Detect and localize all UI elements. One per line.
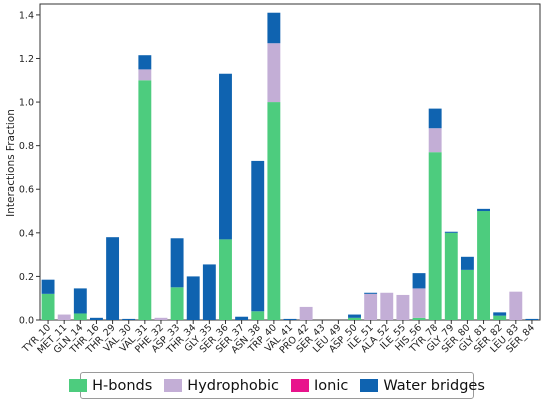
legend-swatch-hydrophobic [164, 379, 183, 392]
bar-segment-water-bridges-ile_51 [364, 292, 378, 294]
bar-segment-water-bridges-trp_40 [267, 12, 281, 44]
y-tick-label: 1.2 [19, 54, 34, 65]
legend-label: Hydrophobic [187, 377, 279, 394]
bar-segment-water-bridges-asp_33 [170, 238, 184, 288]
bar-segment-hydrophobic-tyr_78 [428, 128, 442, 153]
bar-segment-water-bridges-val_41 [283, 318, 297, 320]
legend-label: Ionic [313, 377, 349, 394]
bar-segment-h-bonds-tyr_10 [41, 293, 55, 320]
y-tick-label: 0.4 [19, 228, 34, 239]
y-axis-title: Interactions Fraction [5, 109, 17, 217]
bar-segment-water-bridges-gly_81 [477, 208, 490, 212]
bar-segment-hydrophobic-ile_55 [396, 294, 410, 320]
bar-segment-water-bridges-gly_79 [444, 231, 458, 233]
bar-segment-hydrophobic-val_31 [138, 69, 152, 81]
bar-segment-water-bridges-ser_84 [525, 318, 539, 320]
bar-segment-water-bridges-ser_80 [460, 256, 474, 270]
y-tick-label: 1.4 [19, 10, 34, 21]
bar-segment-water-bridges-asn_38 [251, 160, 265, 312]
stacked-bar-chart: 0.0 0.2 0.4 0.6 0.8 1.0 1.2 1.4 TYR_10MET_11GLN… [5, 3, 541, 357]
bar-segment-h-bonds-gly_81 [477, 211, 490, 320]
bar-segment-h-bonds-tyr_78 [428, 152, 442, 320]
x-axis: TYR_10MET_11GLN_14THR_16THR_29VAL_30VAL_… [20, 320, 537, 357]
bar-segment-hydrophobic-leu_83 [509, 291, 523, 320]
bar-segment-water-bridges-his_56 [412, 273, 426, 289]
bar-segment-water-bridges-gln_14 [73, 288, 87, 314]
bar-segment-h-bonds-asp_33 [170, 287, 184, 320]
bar-segment-h-bonds-ser_36 [219, 239, 232, 320]
legend-item-water-bridges: Water bridges [360, 378, 485, 394]
legend-item-h-bonds: H-bonds [69, 378, 152, 394]
bar-segment-h-bonds-ser_80 [460, 269, 474, 320]
bar-segment-h-bonds-his_56 [412, 317, 426, 320]
bar-segment-hydrophobic-trp_40 [267, 43, 281, 103]
bar-segment-h-bonds-gly_79 [444, 232, 458, 320]
y-tick-label: 0.0 [19, 316, 34, 327]
bar-segment-water-bridges-tyr_10 [41, 279, 55, 294]
bar-segment-h-bonds-trp_40 [267, 102, 281, 320]
legend-swatch-h-bonds [69, 379, 88, 392]
bar-segment-water-bridges-ser_82 [493, 312, 507, 316]
y-tick-label: 0.8 [19, 141, 34, 152]
bar-segment-h-bonds-gln_14 [73, 313, 87, 320]
bar-segment-hydrophobic-pro_42 [299, 306, 313, 320]
bar-segment-h-bonds-asn_38 [251, 311, 265, 320]
legend-item-ionic: Ionic [290, 377, 349, 394]
bar-segment-h-bonds-ser_82 [493, 315, 507, 320]
bar-segment-water-bridges-val_31 [138, 55, 152, 70]
bar-segment-hydrophobic-met_11 [57, 314, 71, 320]
legend: H-bonds Hydrophobic Ionic Water bridges [69, 372, 485, 399]
bar-segment-water-bridges-asp_50 [348, 314, 361, 318]
bar-segment-water-bridges-thr_34 [186, 276, 200, 320]
bar-segment-hydrophobic-phe_32 [154, 317, 168, 320]
legend-label: H-bonds [92, 377, 153, 394]
bar-segment-water-bridges-ser_36 [219, 73, 232, 240]
legend-swatch-ionic [290, 379, 309, 392]
y-tick-label: 0.6 [19, 185, 34, 196]
legend-swatch-water-bridges [360, 379, 379, 392]
bars-group [41, 12, 539, 320]
bar-segment-water-bridges-gly_35 [202, 264, 216, 320]
bar-segment-water-bridges-tyr_78 [428, 108, 442, 129]
bar-segment-water-bridges-val_30 [122, 318, 136, 320]
bar-segment-h-bonds-val_31 [138, 80, 152, 320]
legend-item-hydrophobic: Hydrophobic [164, 378, 279, 394]
bar-segment-hydrophobic-ala_52 [380, 292, 394, 320]
y-tick-label: 1.0 [19, 98, 34, 109]
bar-segment-hydrophobic-his_56 [412, 288, 426, 318]
bar-segment-water-bridges-thr_29 [106, 237, 120, 320]
bar-segment-hydrophobic-ile_51 [364, 293, 378, 320]
bar-segment-water-bridges-ser_37 [235, 316, 249, 320]
y-axis: 0.0 0.2 0.4 0.6 0.8 1.0 1.2 1.4 [19, 10, 40, 327]
bar-segment-water-bridges-thr_16 [90, 317, 103, 320]
bar-segment-h-bonds-asp_50 [348, 317, 361, 320]
y-tick-label: 0.2 [19, 272, 34, 283]
legend-label: Water bridges [383, 377, 485, 394]
